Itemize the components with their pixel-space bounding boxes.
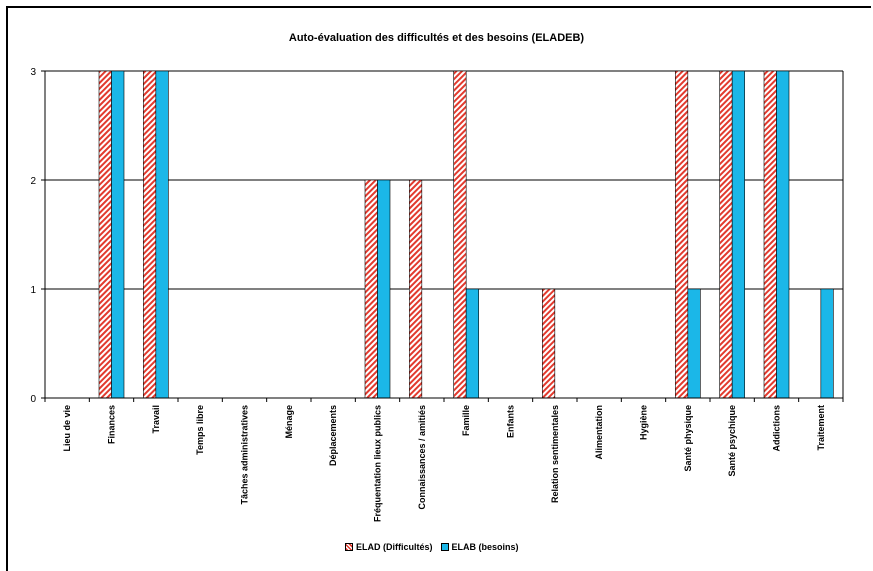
y-tick-label: 2 — [30, 176, 36, 187]
x-tick-label: Famille — [461, 405, 471, 436]
legend-item-elad: ELAD (Difficultés) — [345, 542, 433, 552]
x-tick-label: Traitement — [816, 405, 826, 451]
bar-elad — [763, 70, 777, 399]
x-tick-label: Tâches administratives — [240, 405, 250, 505]
legend-label-elab: ELAB (besoins) — [451, 542, 519, 552]
chart-title: Auto-évaluation des difficultés et des b… — [288, 32, 585, 44]
x-tick-label: Connaissances / amitiés — [417, 405, 427, 510]
legend-label-elad: ELAD (Difficultés) — [356, 542, 433, 552]
bar-elad — [675, 70, 689, 399]
x-tick-label: Santé psychique — [727, 405, 737, 477]
x-tick-label: Travail — [151, 405, 161, 434]
legend-swatch-elad — [345, 543, 353, 551]
bar-elab — [465, 288, 479, 399]
bar-elab — [820, 288, 834, 399]
bar-elad — [542, 288, 556, 399]
bar-elad — [719, 70, 733, 399]
bar-elab — [155, 70, 169, 399]
bar-elad — [453, 70, 467, 399]
bar-elab — [776, 70, 790, 399]
x-tick-label: Addictions — [772, 405, 782, 452]
x-tick-label: Lieu de vie — [62, 405, 72, 452]
x-tick-label: Finances — [107, 405, 117, 444]
y-tick-label: 3 — [30, 67, 36, 78]
x-tick-label: Relation sentimentales — [550, 405, 560, 503]
bar-elab — [377, 179, 391, 399]
x-tick-label: Fréquentation lieux publics — [373, 405, 383, 522]
x-tick-label: Déplacements — [328, 405, 338, 466]
bar-elad — [409, 179, 423, 399]
chart-legend: ELAD (Difficultés) ELAB (besoins) — [345, 540, 519, 554]
x-tick-label: Hygiène — [639, 405, 649, 440]
bar-elab — [111, 70, 125, 399]
bar-elad — [143, 70, 157, 399]
y-tick-label: 1 — [30, 285, 36, 296]
legend-swatch-elab — [440, 543, 449, 551]
bar-elad — [364, 179, 378, 399]
x-tick-label: Alimentation — [594, 405, 604, 460]
bar-elab — [687, 288, 701, 399]
chart-frame — [6, 6, 871, 571]
x-tick-label: Santé physique — [683, 405, 693, 472]
x-tick-label: Ménage — [284, 405, 294, 439]
bar-elad — [98, 70, 112, 399]
x-tick-label: Temps libre — [195, 405, 205, 455]
bar-elab — [731, 70, 745, 399]
legend-item-elab: ELAB (besoins) — [440, 542, 519, 552]
x-tick-label: Enfants — [506, 405, 516, 438]
y-tick-label: 0 — [30, 394, 36, 405]
